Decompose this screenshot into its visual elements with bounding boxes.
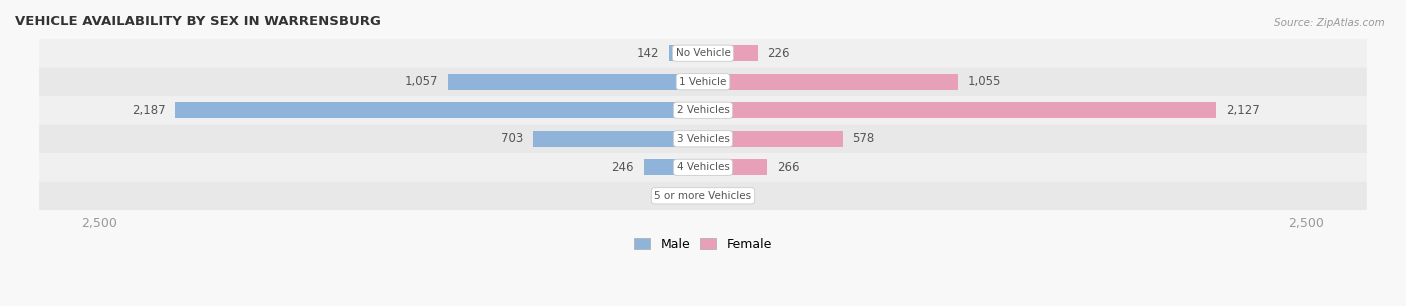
Bar [644, 159, 703, 175]
Text: 1,055: 1,055 [967, 75, 1001, 88]
Text: 578: 578 [852, 132, 875, 145]
Text: 3 Vehicles: 3 Vehicles [676, 134, 730, 144]
Text: No Vehicle: No Vehicle [675, 48, 731, 58]
Text: 2 Vehicles: 2 Vehicles [676, 105, 730, 115]
Bar [688, 188, 703, 204]
Bar [176, 103, 703, 118]
Text: 63: 63 [664, 189, 678, 202]
Text: 266: 266 [778, 161, 800, 174]
Text: 2,127: 2,127 [1226, 104, 1260, 117]
Text: Source: ZipAtlas.com: Source: ZipAtlas.com [1274, 18, 1385, 28]
Text: 246: 246 [612, 161, 634, 174]
Legend: Male, Female: Male, Female [630, 233, 776, 256]
Bar [449, 74, 703, 90]
Bar [703, 45, 758, 61]
Text: 1,057: 1,057 [405, 75, 439, 88]
Bar [703, 103, 1216, 118]
FancyBboxPatch shape [39, 96, 1367, 125]
Bar [669, 45, 703, 61]
FancyBboxPatch shape [39, 125, 1367, 153]
FancyBboxPatch shape [39, 153, 1367, 181]
Text: 1 Vehicle: 1 Vehicle [679, 77, 727, 87]
Text: VEHICLE AVAILABILITY BY SEX IN WARRENSBURG: VEHICLE AVAILABILITY BY SEX IN WARRENSBU… [15, 15, 381, 28]
Bar [533, 131, 703, 147]
Text: 2,187: 2,187 [132, 104, 166, 117]
Bar [703, 74, 957, 90]
Text: 226: 226 [768, 47, 790, 60]
Bar [703, 159, 768, 175]
FancyBboxPatch shape [39, 68, 1367, 96]
Bar [703, 131, 842, 147]
Text: 142: 142 [637, 47, 659, 60]
FancyBboxPatch shape [39, 181, 1367, 210]
Text: 5 or more Vehicles: 5 or more Vehicles [654, 191, 752, 201]
Text: 703: 703 [502, 132, 523, 145]
Text: 57: 57 [727, 189, 741, 202]
FancyBboxPatch shape [39, 39, 1367, 68]
Bar [703, 188, 717, 204]
Text: 4 Vehicles: 4 Vehicles [676, 162, 730, 172]
